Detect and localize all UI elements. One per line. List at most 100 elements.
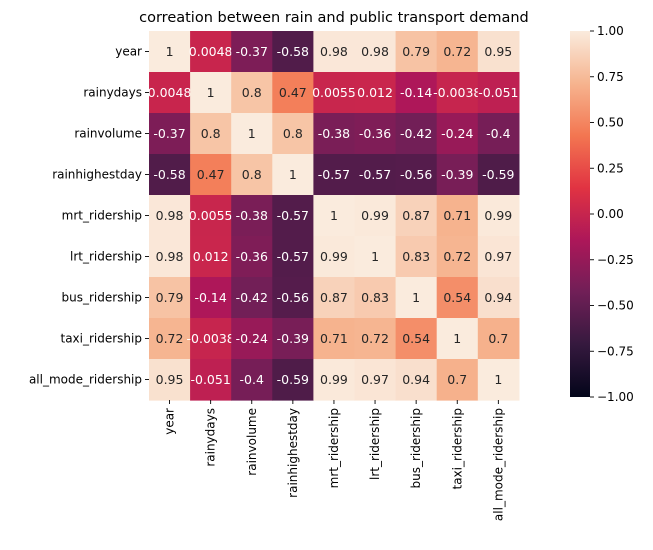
heatmap-cell (190, 277, 232, 319)
heatmap-cell (354, 31, 397, 73)
cell-value-label: 0.79 (156, 290, 184, 305)
heatmap-cell (313, 195, 356, 237)
cell-value-label: -0.57 (277, 208, 309, 223)
heatmap-cell (354, 277, 397, 319)
cell-value-label: 0.71 (320, 331, 348, 346)
column-label: lrt_ridership (368, 408, 382, 480)
row-label: rainhighestday (52, 168, 142, 182)
heatmap-cell (477, 31, 520, 73)
heatmap-cell (231, 72, 273, 114)
colorbar-tick-label: −0.50 (597, 299, 634, 313)
heatmap-cell (477, 318, 520, 360)
cell-value-label: 1 (330, 208, 338, 223)
cell-value-label: -0.59 (277, 372, 309, 387)
heatmap-cell (395, 72, 438, 114)
cell-value-label: 0.94 (484, 290, 512, 305)
cell-value-label: 0.72 (361, 331, 389, 346)
cell-value-label: -0.0038 (433, 85, 481, 100)
cell-value-label: -0.4 (240, 372, 264, 387)
cell-value-label: 0.7 (447, 372, 467, 387)
cell-value-label: 0.98 (156, 249, 184, 264)
heatmap-cell (190, 31, 232, 73)
heatmap-cell (231, 277, 273, 319)
cell-value-label: -0.4 (486, 126, 510, 141)
cell-value-label: -0.38 (318, 126, 350, 141)
heatmap-cell (354, 72, 397, 114)
cell-value-label: 0.94 (402, 372, 430, 387)
cell-value-label: -0.59 (482, 167, 514, 182)
cell-value-label: 0.8 (242, 167, 262, 182)
heatmap-cell (436, 113, 479, 155)
heatmap-cell (436, 359, 479, 401)
heatmap-cell (354, 113, 397, 155)
column-label: bus_ridership (409, 408, 423, 488)
cell-value-label: 0.99 (320, 249, 348, 264)
heatmap-cell (149, 318, 191, 360)
row-labels: year rainydays rainvolume rainhighestday mrt… (29, 45, 149, 387)
heatmap-cell (231, 195, 273, 237)
column-label: rainvolume (245, 408, 259, 476)
cell-value-label: 0.47 (197, 167, 225, 182)
cell-value-label: 1 (166, 44, 174, 59)
heatmap-cell (477, 113, 520, 155)
heatmap-cell (313, 277, 356, 319)
cell-value-label: 1 (248, 126, 256, 141)
cell-value-label: -0.36 (236, 249, 268, 264)
row-label: mrt_ridership (62, 209, 142, 223)
cell-value-label: -0.39 (277, 331, 309, 346)
heatmap-cell (272, 277, 314, 319)
heatmap-cell (313, 154, 356, 196)
cell-value-label: 0.83 (402, 249, 430, 264)
cell-value-label: 1 (412, 290, 420, 305)
cell-value-label: 0.012 (193, 249, 229, 264)
heatmap-cell (149, 236, 191, 278)
heatmap-cell (231, 31, 273, 73)
heatmap-cell (272, 154, 314, 196)
heatmap-cell (313, 359, 356, 401)
column-label: all_mode_ridership (491, 408, 505, 521)
heatmap-cell (272, 359, 314, 401)
cell-value-label: 0.87 (402, 208, 430, 223)
colorbar-tick-label: 1.00 (597, 24, 624, 38)
heatmap-cell (354, 154, 397, 196)
cell-value-label: 0.87 (320, 290, 348, 305)
heatmap-cell (395, 359, 438, 401)
cell-value-label: -0.58 (277, 44, 309, 59)
heatmap-cell (395, 236, 438, 278)
column-label: mrt_ridership (327, 408, 341, 488)
cell-value-label: 1 (207, 85, 215, 100)
row-label: lrt_ridership (70, 250, 142, 264)
cell-value-label: -0.24 (236, 331, 268, 346)
column-labels: year rainydays rainvolume rainhighestday mrt… (163, 400, 505, 521)
cell-value-label: 0.0048 (189, 44, 233, 59)
cell-value-label: -0.37 (153, 126, 185, 141)
cell-value-label: -0.24 (441, 126, 473, 141)
heatmap-cell (149, 72, 191, 114)
row-label: all_mode_ridership (29, 373, 142, 387)
colorbar-tick-label: −0.25 (597, 253, 634, 267)
row-label: year (115, 45, 142, 59)
column-label: rainydays (204, 408, 218, 467)
cell-value-label: 0.8 (242, 85, 262, 100)
cell-value-label: 0.99 (484, 208, 512, 223)
heatmap-cell (272, 318, 314, 360)
heatmap-cell (436, 277, 479, 319)
heatmap-cell (313, 72, 356, 114)
colorbar-tick-label: 0.25 (597, 161, 624, 175)
heatmap-cell (395, 31, 438, 73)
heatmap-cell (395, 277, 438, 319)
heatmap-cell (313, 113, 356, 155)
cell-value-label: 0.98 (156, 208, 184, 223)
cell-value-label: -0.57 (359, 167, 391, 182)
cell-value-label: -0.42 (400, 126, 432, 141)
cell-value-label: 0.98 (320, 44, 348, 59)
cell-value-label: 0.47 (279, 85, 307, 100)
cell-value-label: -0.57 (318, 167, 350, 182)
heatmap-cell (477, 154, 520, 196)
heatmap-cell (190, 195, 232, 237)
heatmap-cell (272, 72, 314, 114)
heatmap-cell (395, 195, 438, 237)
colorbar-tick-label: 0.00 (597, 207, 624, 221)
colorbar-tick-label: −0.75 (597, 344, 634, 358)
cell-value-label: 0.54 (443, 290, 471, 305)
